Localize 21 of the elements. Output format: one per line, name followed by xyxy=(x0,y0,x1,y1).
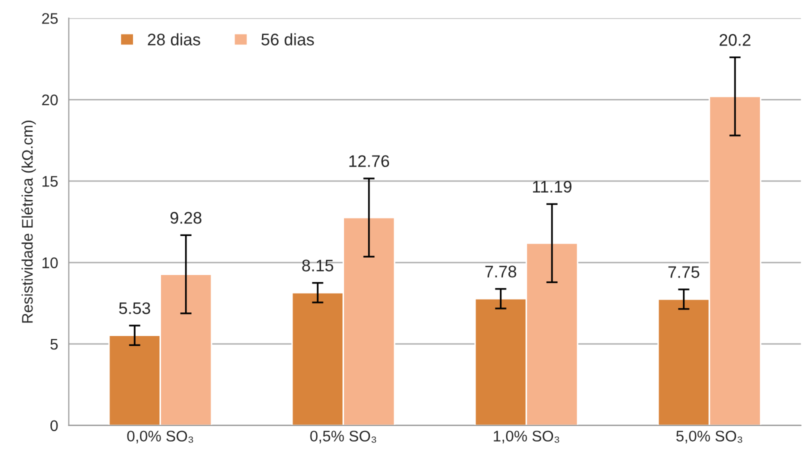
y-tick-label: 15 xyxy=(42,176,58,187)
y-axis-title: Resistividade Elétrica (kΩ.cm) xyxy=(21,120,36,323)
y-tick-label: 25 xyxy=(42,13,58,24)
data-label: 12.76 xyxy=(349,155,390,168)
data-label: 7.75 xyxy=(668,266,700,278)
legend-label: 28 dias xyxy=(148,33,200,46)
legend-label: 56 dias xyxy=(261,33,314,46)
data-label: 5.53 xyxy=(119,302,150,314)
x-tick-label: 0,0% SO₃ xyxy=(127,430,194,444)
y-tick-label: 20 xyxy=(42,94,58,106)
y-tick-label: 5 xyxy=(50,339,58,350)
x-tick-label: 5,0% SO₃ xyxy=(676,430,742,444)
data-label: 9.28 xyxy=(170,212,202,224)
x-tick-label: 1,0% SO₃ xyxy=(494,430,560,444)
data-label: 20.2 xyxy=(720,34,750,46)
data-label: 7.78 xyxy=(485,266,516,278)
data-label: 8.15 xyxy=(302,260,334,272)
x-tick-label: 0,5% SO₃ xyxy=(310,430,376,444)
data-label: 11.19 xyxy=(533,180,572,193)
y-tick-label: 0 xyxy=(50,420,58,432)
y-tick-label: 10 xyxy=(42,257,58,268)
